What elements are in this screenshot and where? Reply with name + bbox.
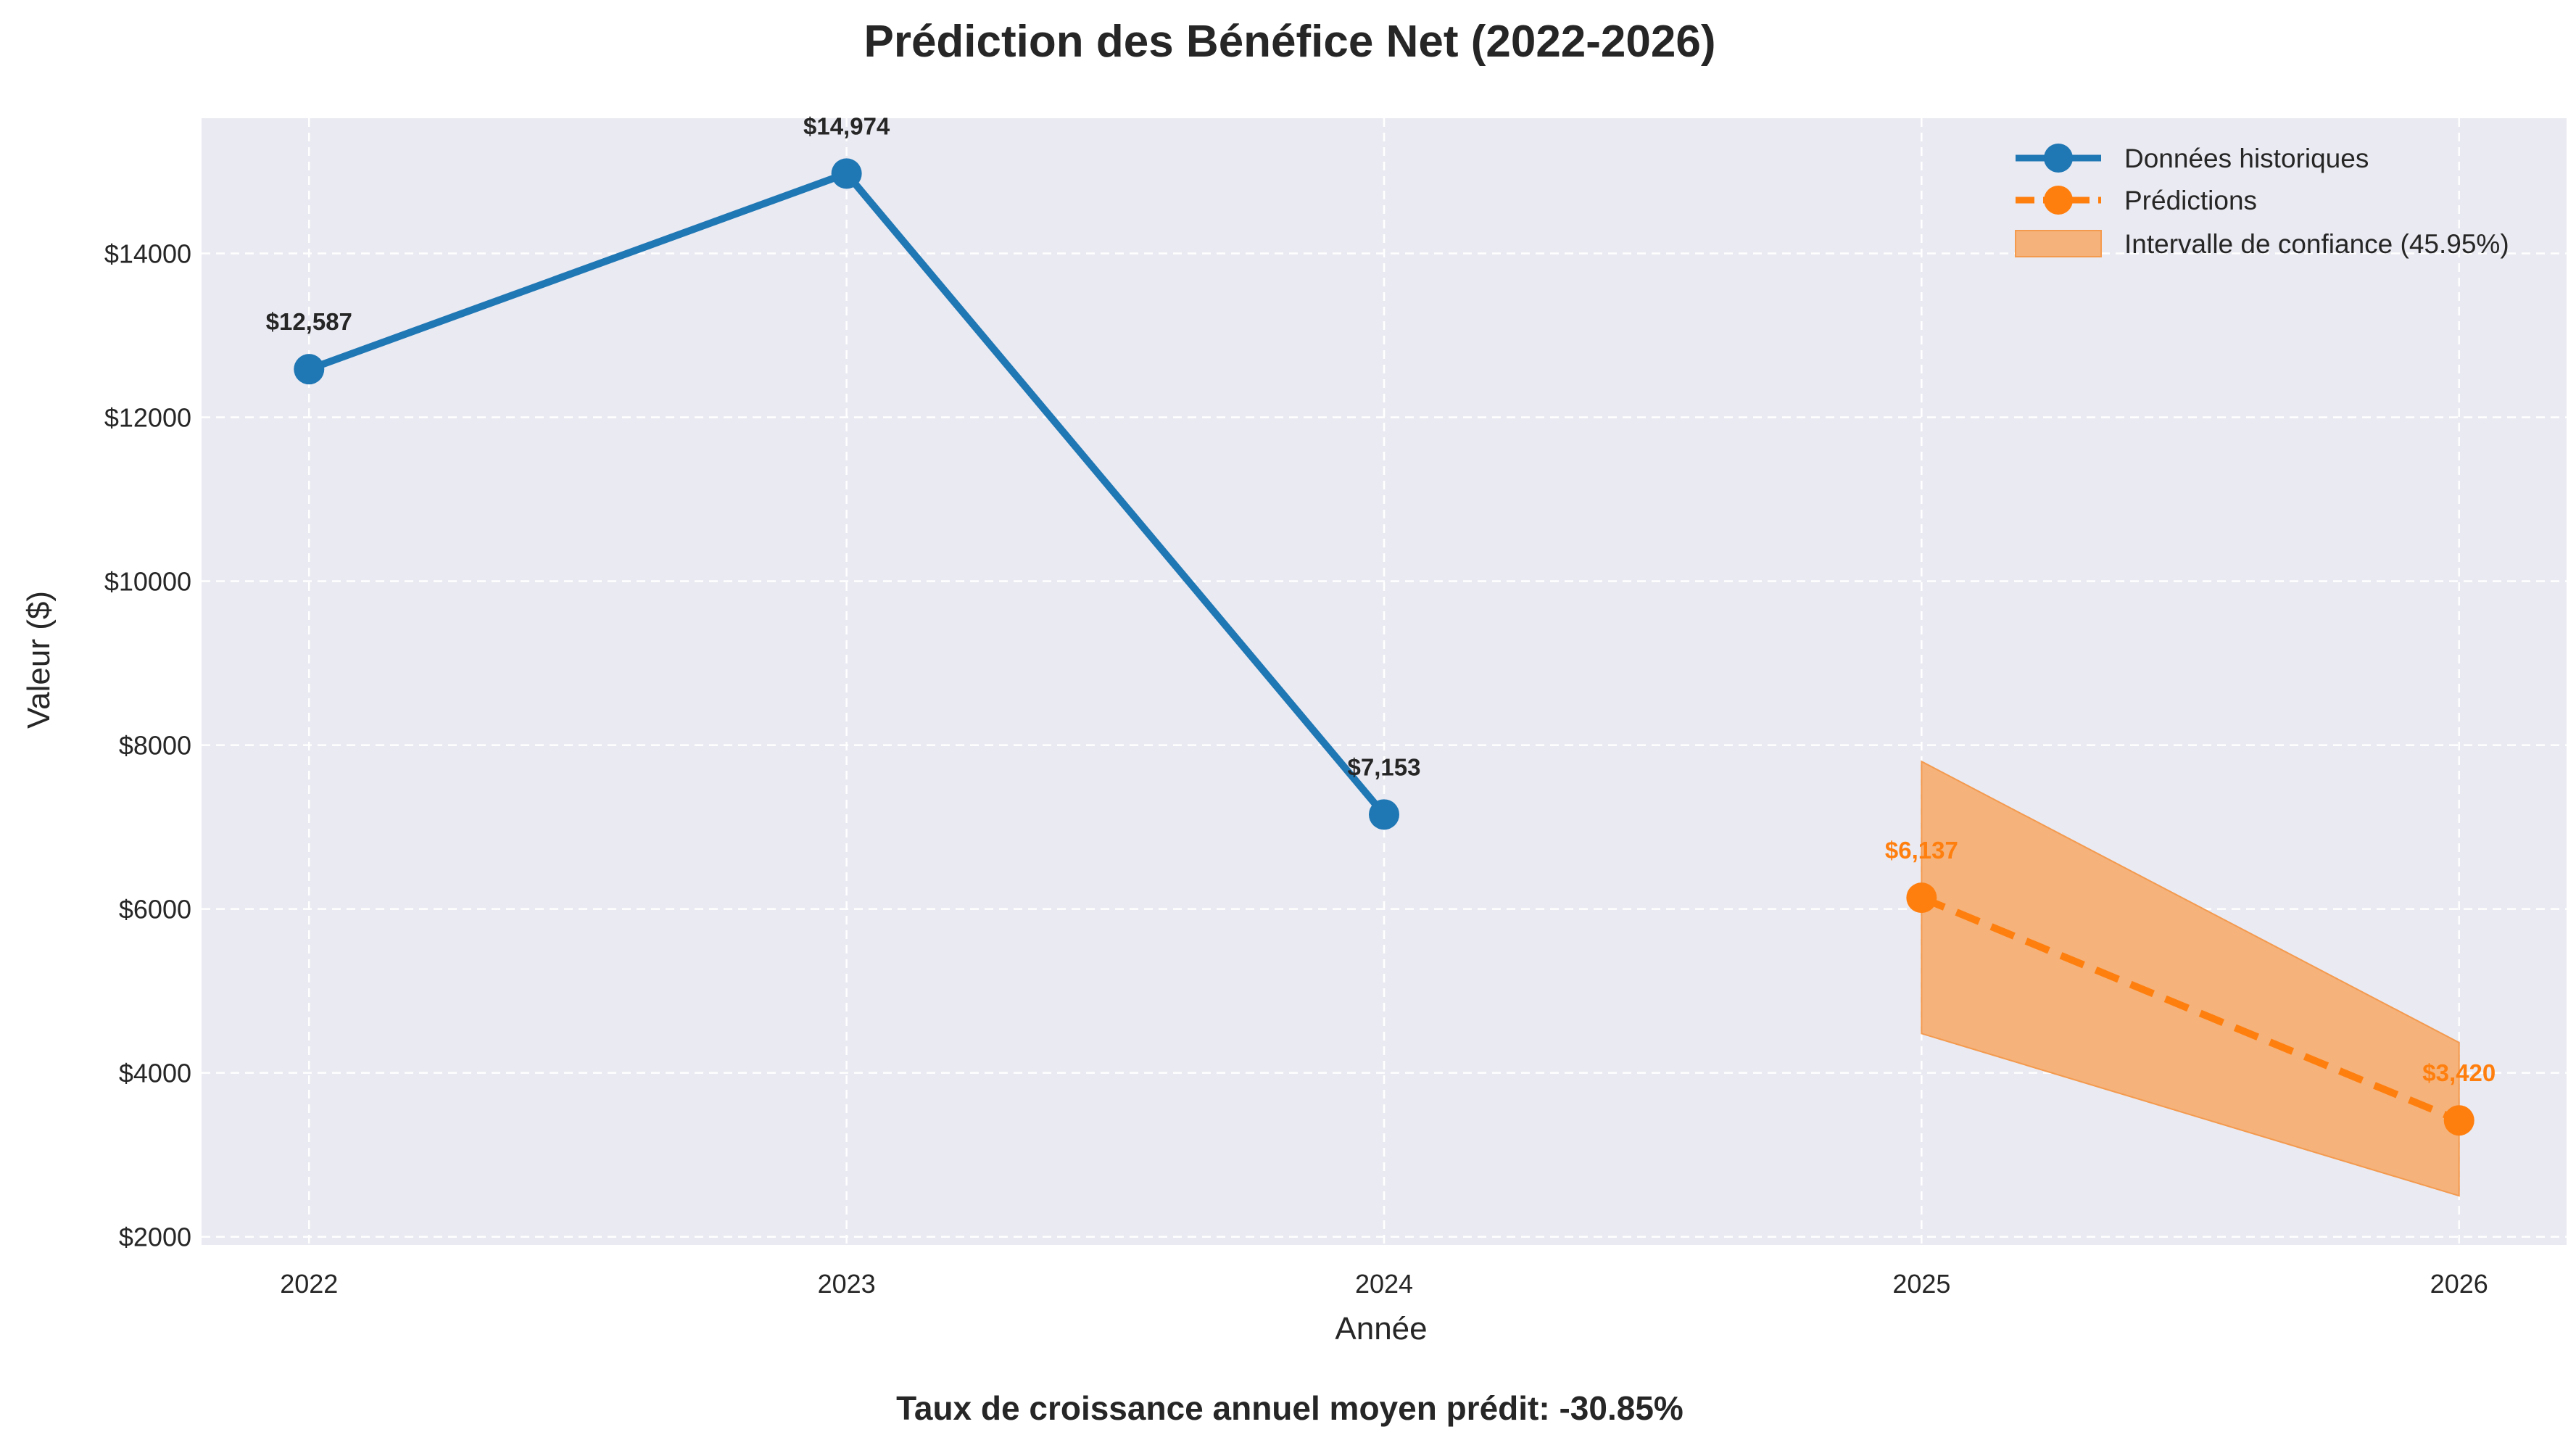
legend-predictions-label: Prédictions	[2124, 186, 2257, 215]
legend-confidence-swatch	[2015, 230, 2102, 257]
x-tick-label: 2022	[280, 1269, 338, 1299]
y-tick-label: $10000	[104, 567, 191, 597]
legend-item-historical: Données historiques	[2016, 144, 2369, 173]
grid	[202, 118, 2567, 1245]
legend-item-confidence: Intervalle de confiance (45.95%)	[2015, 229, 2509, 259]
tick-label-layer: 2022 2023 2024 2025 2026 $2000 $4000 $6000 $8000…	[104, 239, 2488, 1299]
y-tick-label: $14000	[104, 239, 191, 268]
data-label-historical: $14,974	[803, 112, 890, 139]
y-tick-label: $8000	[119, 731, 191, 761]
y-tick-label: $12000	[104, 403, 191, 433]
legend-item-predictions: Prédictions	[2016, 186, 2257, 215]
legend-predictions-marker	[2044, 186, 2073, 215]
y-tick-label: $4000	[119, 1059, 191, 1088]
confidence-band-layer	[1921, 760, 2460, 1197]
legend-historical-marker	[2044, 144, 2073, 173]
data-label-historical: $12,587	[266, 308, 352, 335]
confidence-band	[1921, 760, 2460, 1197]
series-layer	[294, 158, 2474, 1136]
data-point-historical	[831, 158, 862, 189]
chart-title: Prédiction des Bénéfice Net (2022-2026)	[864, 17, 1715, 67]
data-point-historical	[1369, 799, 1399, 830]
y-tick-label: $6000	[119, 895, 191, 924]
x-tick-label: 2025	[1892, 1269, 1950, 1299]
growth-rate-note: Taux de croissance annuel moyen prédit: …	[896, 1389, 1683, 1427]
legend-confidence-label: Intervalle de confiance (45.95%)	[2124, 229, 2509, 259]
data-point-predictions	[1906, 882, 1937, 914]
y-axis-label: Valeur ($)	[21, 591, 57, 729]
x-axis-label: Année	[1335, 1311, 1427, 1346]
x-tick-label: 2024	[1355, 1269, 1413, 1299]
x-tick-label: 2023	[818, 1269, 876, 1299]
data-label-layer: $12,587 $14,974 $7,153 $6,137 $3,420	[266, 112, 2496, 1086]
data-label-predictions: $3,420	[2422, 1059, 2496, 1086]
x-tick-label: 2026	[2430, 1269, 2488, 1299]
legend-historical-label: Données historiques	[2124, 144, 2369, 173]
data-point-predictions	[2443, 1105, 2474, 1136]
y-tick-label: $2000	[119, 1222, 191, 1252]
data-point-historical	[294, 354, 325, 385]
legend: Données historiques Prédictions Interval…	[2015, 144, 2509, 259]
data-label-historical: $7,153	[1348, 753, 1421, 780]
data-label-predictions: $6,137	[1885, 837, 1958, 864]
series-line-predictions	[1920, 894, 2461, 1124]
